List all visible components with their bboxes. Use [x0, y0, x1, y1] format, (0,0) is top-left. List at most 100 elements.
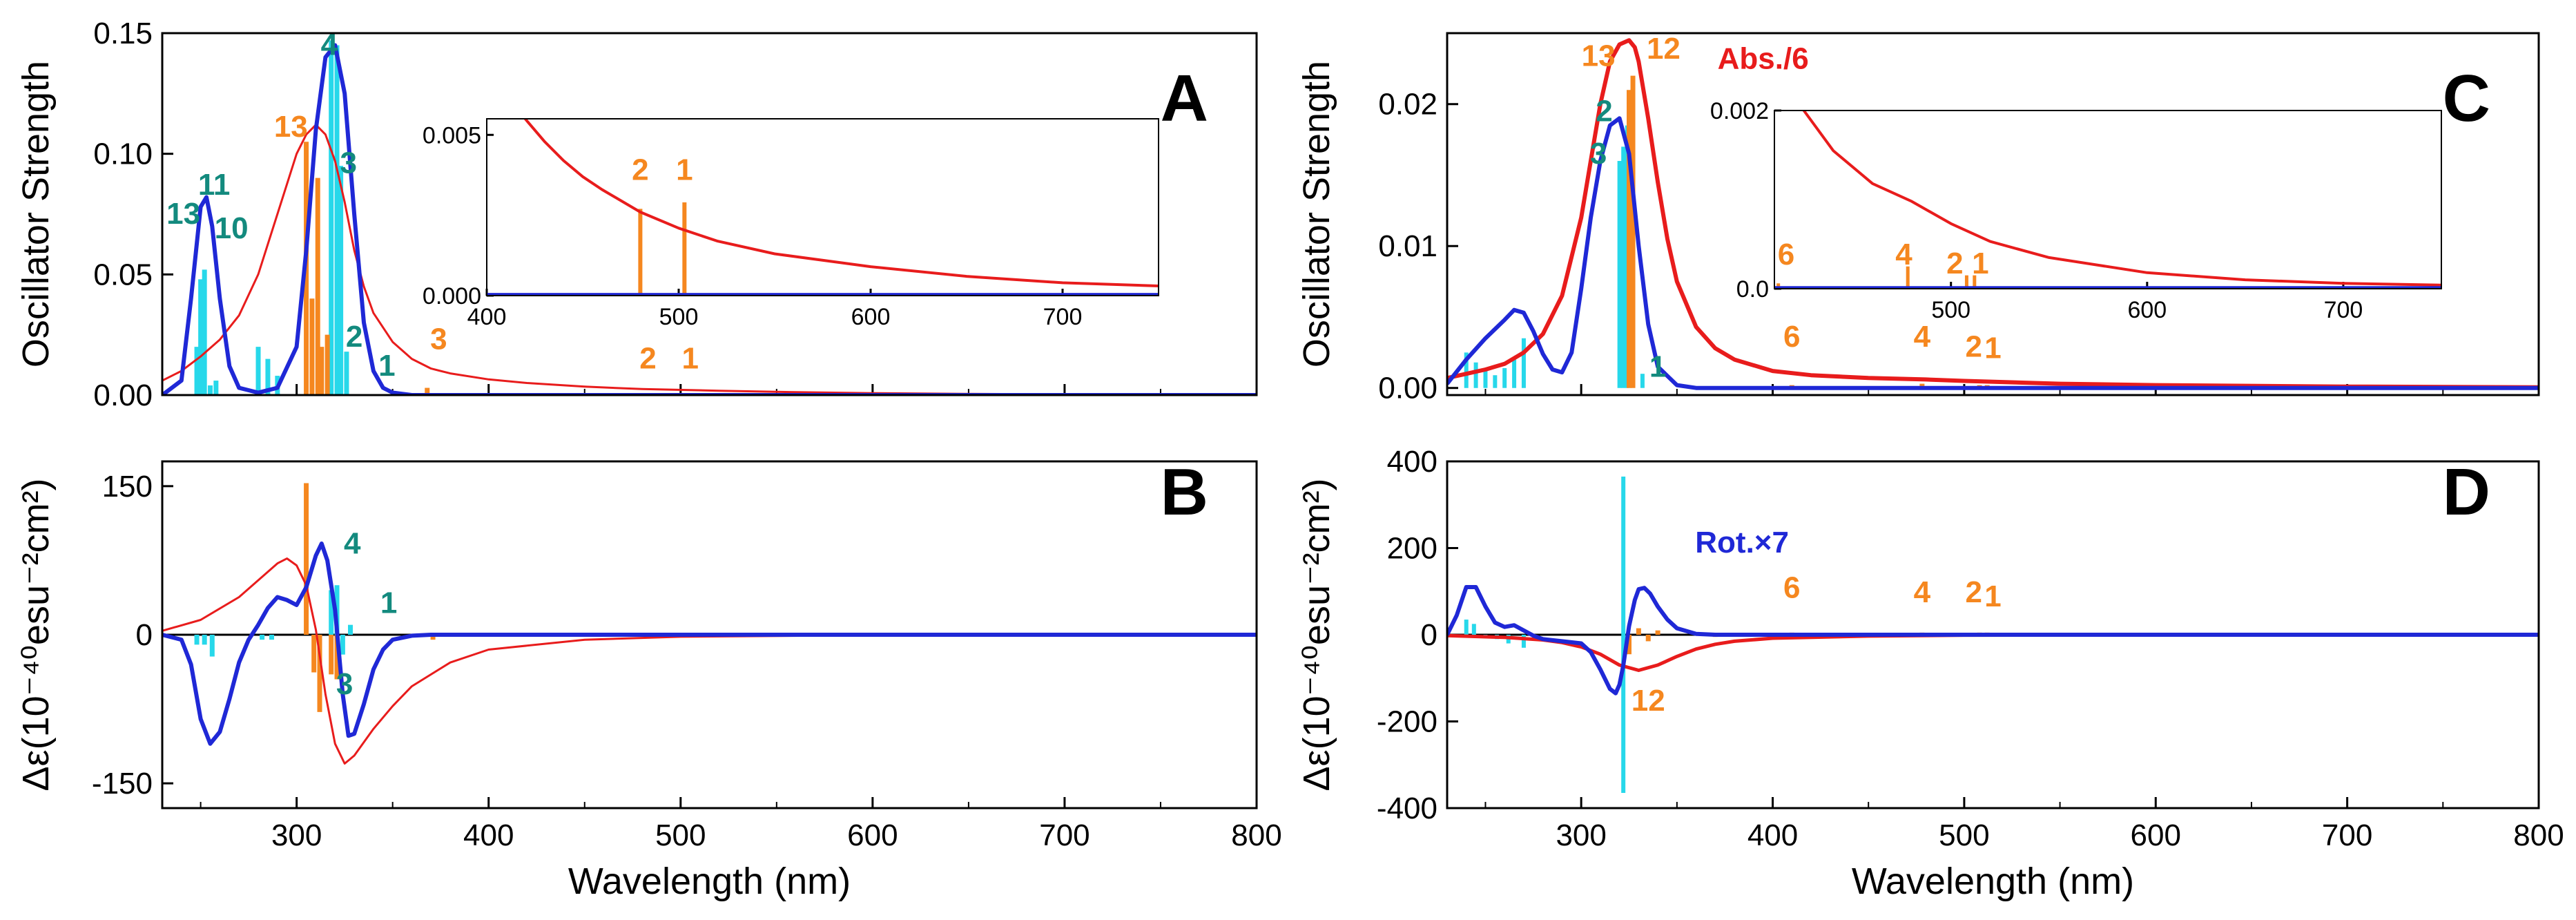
peak-annotation: 3 [336, 667, 353, 701]
x-axis-label: Wavelength (nm) [568, 861, 851, 902]
x-tick-label: 700 [1039, 818, 1090, 852]
peak-annotation: 13 [274, 110, 308, 144]
y-tick-label: 0.10 [93, 137, 153, 171]
axes-frame [1446, 32, 2540, 396]
y-tick-label: 0.15 [93, 17, 153, 50]
x-tick-label: 800 [1231, 818, 1281, 852]
y-tick-label: -150 [92, 767, 153, 801]
blue-spectrum-line [1447, 585, 2539, 696]
plot-area [1447, 476, 2539, 794]
inset-background [1774, 111, 2441, 289]
inset-x-tick-label: 500 [1931, 297, 1970, 323]
x-tick-label: 500 [1939, 818, 1989, 852]
peak-annotation: 2 [1966, 575, 1982, 609]
peak-annotation: 1 [1984, 579, 2001, 613]
peak-annotation: 1 [681, 342, 698, 376]
peak-annotation: 1 [380, 586, 397, 620]
y-tick-label: 200 [1387, 532, 1437, 566]
y-tick-label: 0 [136, 618, 153, 652]
peak-annotation: 3 [1590, 137, 1607, 171]
red-spectrum-line [162, 124, 1257, 395]
y-axis-label: Oscillator Strength [15, 61, 57, 367]
y-tick-label: 0.00 [1378, 372, 1437, 405]
peak-annotation: 4 [1914, 575, 1931, 609]
inset-y-tick-label: 0.0 [1736, 276, 1769, 303]
x-tick-label: 300 [271, 818, 322, 852]
panel-label: C [2443, 61, 2490, 135]
inset-peak-annotation: 2 [632, 153, 648, 186]
peak-annotation: 1 [378, 349, 395, 383]
y-tick-label: 400 [1387, 445, 1437, 479]
inset-x-tick-label: 500 [659, 304, 699, 330]
red-spectrum-line [162, 557, 1257, 765]
blue-spectrum-line [162, 542, 1257, 746]
x-tick-label: 600 [2131, 818, 2181, 852]
peak-annotation: 3 [430, 323, 447, 356]
inset-x-tick-label: 600 [851, 304, 891, 330]
inset-x-tick-label: 600 [2127, 297, 2167, 323]
inset-peak-annotation: 6 [1778, 238, 1794, 271]
inset-x-tick-label: 400 [467, 304, 507, 330]
peak-annotation: 4 [1914, 320, 1931, 354]
panel-label: B [1161, 455, 1208, 529]
peak-annotation: 13 [166, 197, 200, 231]
x-tick-label: 600 [847, 818, 898, 852]
inset-y-tick-label: 0.005 [423, 122, 481, 148]
inset-axes-frame [486, 118, 1159, 296]
peak-annotation: 1 [1984, 332, 2001, 365]
plot-area [1447, 38, 2539, 390]
peak-annotation: Abs./6 [1718, 41, 1809, 75]
plot-area [162, 40, 1257, 395]
y-tick-label: 0.05 [93, 258, 153, 291]
inset-background [487, 119, 1159, 296]
panel-d-cd-spectrum: 300 400 500 600 700 800 -400 -200 0 200 400 Rot.×7 6… [1296, 445, 2564, 902]
inset-red-spectrum-line [524, 119, 1159, 287]
peak-annotation: 2 [346, 320, 362, 354]
axes-frame [161, 32, 1258, 396]
inset-axes-frame [1774, 110, 2442, 289]
y-axis-label: Oscillator Strength [1296, 61, 1337, 367]
y-axis-label: Δε(10⁻⁴⁰esu⁻²cm²) [1296, 478, 1337, 791]
peak-annotation: 6 [1783, 320, 1800, 354]
inset-plot-area [1774, 111, 2441, 289]
inset-peak-annotation: 2 [1946, 247, 1963, 280]
peak-annotation: 12 [1631, 684, 1665, 718]
peak-annotation: 2 [639, 342, 656, 376]
y-tick-label: 0 [1421, 618, 1437, 652]
peak-annotation: Rot.×7 [1695, 526, 1789, 559]
inset-x-tick-label: 700 [1043, 304, 1083, 330]
blue-spectrum-line [162, 43, 1257, 395]
axes-frame [161, 460, 1258, 809]
y-tick-label: 0.01 [1378, 229, 1437, 263]
blue-spectrum-line [1447, 116, 2539, 390]
panel-label: A [1161, 61, 1208, 135]
red-spectrum-line [1447, 38, 2539, 390]
peak-annotation: 2 [1596, 94, 1612, 128]
x-tick-label: 400 [1747, 818, 1798, 852]
inset-y-tick-label: 0.002 [1710, 98, 1769, 124]
x-tick-label: 400 [463, 818, 514, 852]
y-tick-label: 0.02 [1378, 88, 1437, 122]
y-axis-label: Δε(10⁻⁴⁰esu⁻²cm²) [15, 478, 57, 791]
inset-peak-annotation: 1 [1972, 247, 1988, 280]
x-tick-label: 500 [655, 818, 706, 852]
plot-area [162, 483, 1257, 765]
x-tick-label: 300 [1556, 818, 1606, 852]
x-tick-label: 800 [2513, 818, 2564, 852]
red-spectrum-line [1447, 633, 2539, 672]
peak-annotation: 6 [1783, 571, 1800, 605]
inset-peak-annotation: 1 [676, 153, 693, 186]
peak-annotation: 4 [321, 28, 338, 61]
panel-b-cd-spectrum: 300 400 500 600 700 800 -150 0 150 41 3 B Δε(10⁻⁴⁰es… [15, 455, 1282, 902]
y-tick-label: -200 [1377, 705, 1437, 739]
inset-y-tick-label: 0.000 [423, 283, 481, 309]
x-tick-label: 700 [2322, 818, 2372, 852]
inset-peak-annotation: 4 [1895, 238, 1912, 271]
peak-annotation: 13 [1582, 39, 1616, 73]
inset-plot-area [487, 119, 1159, 296]
axes-frame [1446, 460, 2540, 809]
peak-annotation: 2 [1966, 330, 1982, 364]
